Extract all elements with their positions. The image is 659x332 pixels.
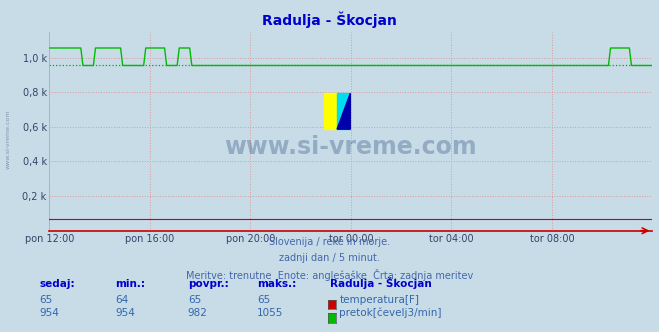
Text: maks.:: maks.:: [257, 279, 297, 289]
Bar: [337, 93, 351, 129]
Text: pretok[čevelj3/min]: pretok[čevelj3/min]: [339, 307, 442, 318]
Text: 65: 65: [257, 295, 270, 305]
Text: Slovenija / reke in morje.: Slovenija / reke in morje.: [269, 237, 390, 247]
Text: 65: 65: [188, 295, 201, 305]
Text: temperatura[F]: temperatura[F]: [339, 295, 419, 305]
Bar: [324, 93, 337, 129]
Text: 982: 982: [188, 308, 208, 318]
Text: 954: 954: [40, 308, 59, 318]
Text: Meritve: trenutne  Enote: anglešaške  Črta: zadnja meritev: Meritve: trenutne Enote: anglešaške Črta…: [186, 269, 473, 281]
Text: 954: 954: [115, 308, 135, 318]
Text: 65: 65: [40, 295, 53, 305]
Text: min.:: min.:: [115, 279, 146, 289]
Text: www.si-vreme.com: www.si-vreme.com: [225, 135, 477, 159]
Text: Radulja - Škocjan: Radulja - Škocjan: [262, 12, 397, 28]
Text: 1055: 1055: [257, 308, 283, 318]
Polygon shape: [337, 93, 351, 129]
Text: sedaj:: sedaj:: [40, 279, 75, 289]
Text: www.si-vreme.com: www.si-vreme.com: [5, 110, 11, 169]
Text: 64: 64: [115, 295, 129, 305]
Text: Radulja - Škocjan: Radulja - Škocjan: [330, 277, 431, 289]
Text: zadnji dan / 5 minut.: zadnji dan / 5 minut.: [279, 253, 380, 263]
Text: povpr.:: povpr.:: [188, 279, 229, 289]
